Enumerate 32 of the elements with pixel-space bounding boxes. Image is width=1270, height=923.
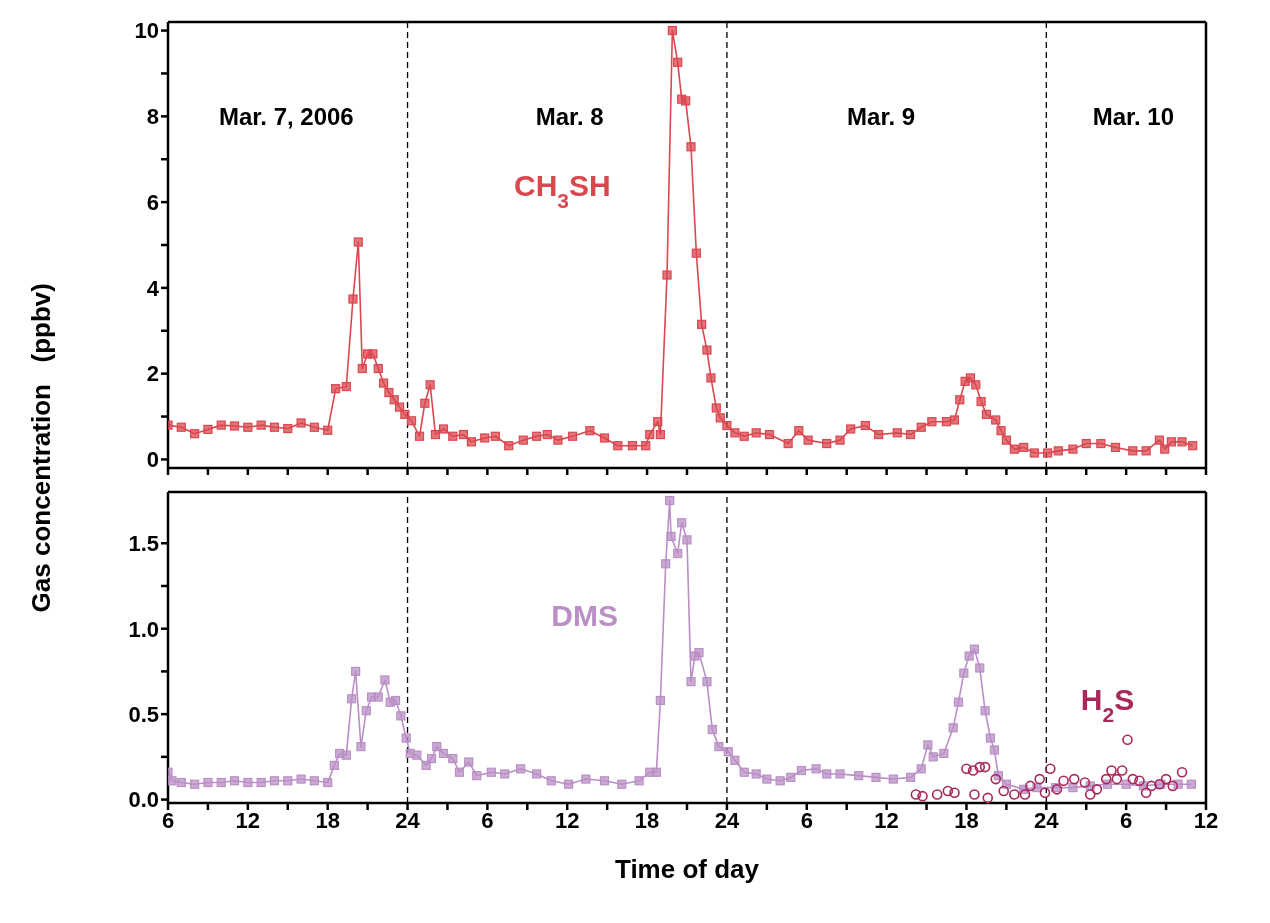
x-tick-label: 6 — [800, 807, 813, 833]
series-label: H$_{2}$S — [1080, 682, 1135, 726]
annotation: Mar. 7, 2006 — [218, 103, 354, 131]
annotation: Mar. 10 — [1092, 103, 1175, 131]
y-tick-label: 0.5 — [128, 701, 159, 727]
y-tick-label: 10 — [134, 18, 159, 44]
y-tick-label: 6 — [146, 189, 159, 215]
x-tick-label: 6 — [481, 807, 494, 833]
x-tick-label: 24 — [1034, 807, 1060, 833]
x-tick-label: 24 — [395, 807, 421, 833]
x-tick-label: 12 — [235, 807, 261, 833]
x-axis-title: Time of day — [614, 854, 760, 884]
y-axis-title: Gas concentration (ppbv) — [26, 283, 57, 613]
annotation: Mar. 8 — [535, 103, 604, 131]
series-label: DMS — [551, 598, 619, 632]
x-tick-label: 18 — [954, 807, 979, 833]
x-tick-label: 18 — [634, 807, 660, 833]
x-tick-label: 12 — [554, 807, 580, 833]
annotation: Mar. 9 — [847, 103, 916, 131]
y-tick-label: 2 — [146, 361, 159, 387]
x-tick-label: 18 — [315, 807, 340, 833]
x-tick-label: 6 — [1120, 807, 1133, 833]
y-tick-label: 4 — [146, 275, 160, 301]
y-tick-label: 8 — [146, 104, 159, 130]
y-tick-label: 0 — [146, 447, 159, 473]
y-tick-label: 1.0 — [128, 616, 159, 642]
y-tick-label: 1.5 — [128, 531, 159, 557]
series-label: CH$_{3}$SH — [514, 168, 611, 212]
x-tick-label: 24 — [714, 807, 740, 833]
y-tick-label: 0.0 — [128, 787, 159, 813]
x-tick-label: 12 — [874, 807, 899, 833]
x-tick-label: 12 — [1193, 807, 1219, 833]
